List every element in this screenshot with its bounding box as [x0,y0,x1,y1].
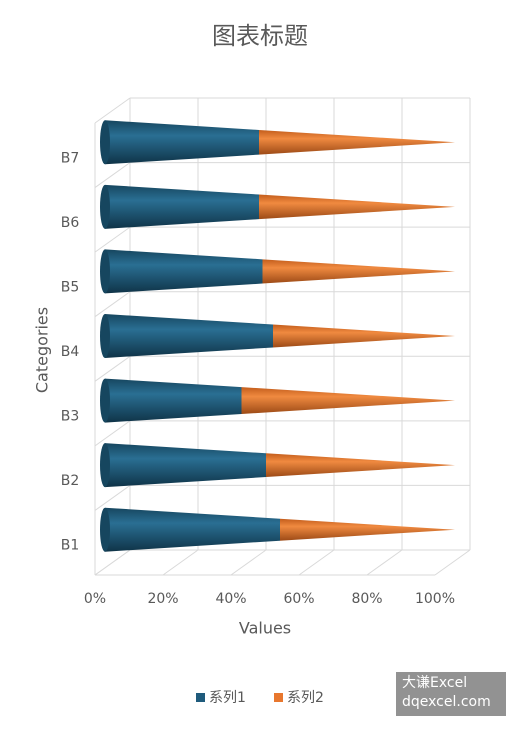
grid-line [162,549,199,576]
cone-segment [105,314,273,358]
x-tick-label: 80% [351,591,382,607]
y-tick-label: B6 [61,215,80,231]
grid-line [298,549,335,576]
grid-line [94,291,131,318]
y-tick-label: B3 [61,409,80,425]
cone-segment [105,443,266,488]
y-tick-label: B4 [61,344,80,360]
grid-line [94,549,131,576]
watermark: dqexcel.com [402,694,491,710]
watermark: 大谦Excel [402,675,467,691]
chart-title: 图表标题 [212,22,308,50]
y-tick-label: B2 [61,473,80,489]
y-tick-label: B7 [61,150,80,166]
cone-segment [266,453,455,478]
cone-segment [259,194,455,220]
cone-base [100,120,110,165]
grid-line [94,485,131,511]
cone-base [100,378,110,423]
grid-line [230,549,267,576]
cone-base [100,507,110,552]
legend-swatch [196,693,205,702]
legend-label: 系列1 [209,690,246,706]
grid-line [94,226,131,253]
x-axis-title: Values [239,619,291,638]
watermark-box [396,672,506,716]
cone-segment [105,378,242,423]
cone-base [100,314,110,358]
x-tick-label: 0% [84,591,106,607]
cone-segment [105,120,259,165]
cone-segment [262,259,455,284]
x-tick-label: 20% [147,591,178,607]
y-tick-label: B5 [61,279,80,295]
grid-line [434,549,471,576]
grid-line [94,420,131,447]
cone-segment [259,129,455,155]
legend-swatch [274,693,283,702]
cone-segment [280,518,455,541]
grid-line [366,549,403,576]
cone-base [100,184,110,229]
y-tick-label: B1 [61,538,80,554]
grid-line [94,162,131,188]
cone-segment [105,249,263,294]
cone-segment [273,324,455,348]
grid-line [94,355,131,382]
cone-segment [241,387,455,414]
y-axis-title: Categories [33,307,52,393]
cone-base [100,443,110,488]
x-tick-label: 100% [415,591,455,607]
grid-line [94,97,131,124]
cone-segment [105,184,259,229]
x-tick-label: 40% [215,591,246,607]
cone-segment [105,507,280,552]
x-tick-label: 60% [283,591,314,607]
cone-base [100,249,110,294]
legend-label: 系列2 [287,690,324,706]
